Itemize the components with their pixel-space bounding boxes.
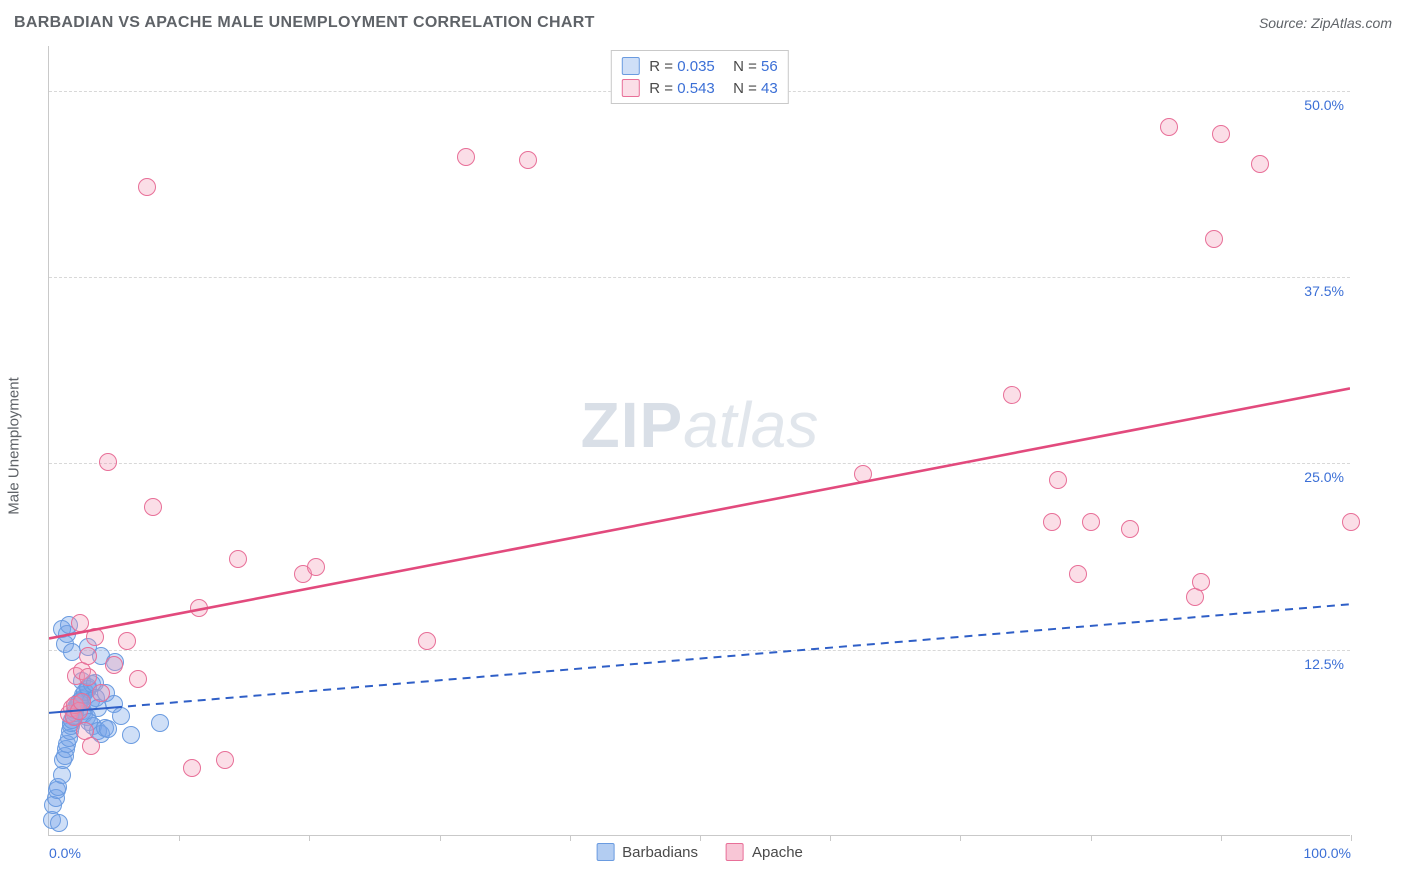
x-tick (440, 835, 441, 841)
x-tick (1221, 835, 1222, 841)
stat-n-label: N = 43 (725, 80, 778, 97)
data-point-barbadians (122, 726, 140, 744)
data-point-apache (118, 632, 136, 650)
y-tick-label: 50.0% (1304, 97, 1344, 113)
data-point-apache (1251, 155, 1269, 173)
data-point-apache (183, 759, 201, 777)
data-point-apache (1192, 573, 1210, 591)
data-point-apache (1205, 230, 1223, 248)
gridline-h (49, 463, 1350, 464)
x-tick (179, 835, 180, 841)
x-tick-label: 100.0% (1304, 845, 1351, 861)
source-attribution: Source: ZipAtlas.com (1259, 15, 1392, 31)
watermark-zip: ZIP (581, 389, 684, 461)
data-point-apache (1160, 118, 1178, 136)
watermark-atlas: atlas (683, 389, 818, 461)
legend-swatch-icon (596, 843, 614, 861)
data-point-barbadians (151, 714, 169, 732)
x-tick-label: 0.0% (49, 845, 81, 861)
data-point-apache (457, 148, 475, 166)
y-axis-label: Male Unemployment (6, 377, 23, 515)
watermark: ZIPatlas (581, 388, 819, 462)
y-tick-label: 37.5% (1304, 283, 1344, 299)
data-point-apache (86, 628, 104, 646)
data-point-apache (1342, 513, 1360, 531)
data-point-apache (99, 453, 117, 471)
data-point-apache (92, 684, 110, 702)
data-point-apache (79, 647, 97, 665)
data-point-apache (418, 632, 436, 650)
stat-r-label: R = 0.035 (649, 58, 714, 75)
x-tick (830, 835, 831, 841)
data-point-apache (138, 178, 156, 196)
data-point-apache (1049, 471, 1067, 489)
data-point-apache (854, 465, 872, 483)
data-point-apache (1212, 125, 1230, 143)
data-point-apache (1069, 565, 1087, 583)
legend-swatch-apache (621, 79, 639, 97)
series-legend: Barbadians Apache (596, 843, 803, 861)
data-point-apache (82, 737, 100, 755)
data-point-apache (1003, 386, 1021, 404)
trend-lines-overlay (49, 46, 1350, 835)
legend-item-apache: Apache (726, 843, 803, 861)
x-tick (1351, 835, 1352, 841)
data-point-barbadians (99, 720, 117, 738)
chart-title: BARBADIAN VS APACHE MALE UNEMPLOYMENT CO… (14, 14, 595, 32)
data-point-apache (216, 751, 234, 769)
y-tick-label: 25.0% (1304, 469, 1344, 485)
x-tick (700, 835, 701, 841)
data-point-apache (105, 656, 123, 674)
data-point-barbadians (50, 814, 68, 832)
x-tick (570, 835, 571, 841)
data-point-apache (229, 550, 247, 568)
data-point-barbadians (112, 707, 130, 725)
data-point-apache (79, 668, 97, 686)
stat-r-label: R = 0.543 (649, 80, 714, 97)
scatter-plot-area: ZIPatlas 12.5%25.0%37.5%50.0% 0.0%100.0%… (48, 46, 1350, 836)
data-point-apache (307, 558, 325, 576)
data-point-apache (71, 614, 89, 632)
data-point-apache (190, 599, 208, 617)
data-point-apache (1043, 513, 1061, 531)
data-point-apache (144, 498, 162, 516)
data-point-apache (519, 151, 537, 169)
x-tick (309, 835, 310, 841)
legend-swatch-icon (726, 843, 744, 861)
trend-line-extrapolation-barbadians (114, 604, 1350, 707)
data-point-apache (1121, 520, 1139, 538)
gridline-h (49, 277, 1350, 278)
x-tick (1091, 835, 1092, 841)
x-tick (960, 835, 961, 841)
gridline-h (49, 650, 1350, 651)
legend-swatch-barbadians (621, 57, 639, 75)
data-point-apache (73, 693, 91, 711)
legend-label: Apache (752, 844, 803, 861)
data-point-apache (129, 670, 147, 688)
correlation-legend-row: R = 0.035 N = 56 (621, 55, 777, 77)
stat-n-label: N = 56 (725, 58, 778, 75)
y-tick-label: 12.5% (1304, 656, 1344, 672)
data-point-apache (1082, 513, 1100, 531)
legend-item-barbadians: Barbadians (596, 843, 698, 861)
correlation-legend-row: R = 0.543 N = 43 (621, 77, 777, 99)
legend-label: Barbadians (622, 844, 698, 861)
correlation-legend: R = 0.035 N = 56 R = 0.543 N = 43 (610, 50, 788, 104)
chart-header: BARBADIAN VS APACHE MALE UNEMPLOYMENT CO… (14, 14, 1392, 32)
trend-line-apache (49, 388, 1350, 638)
